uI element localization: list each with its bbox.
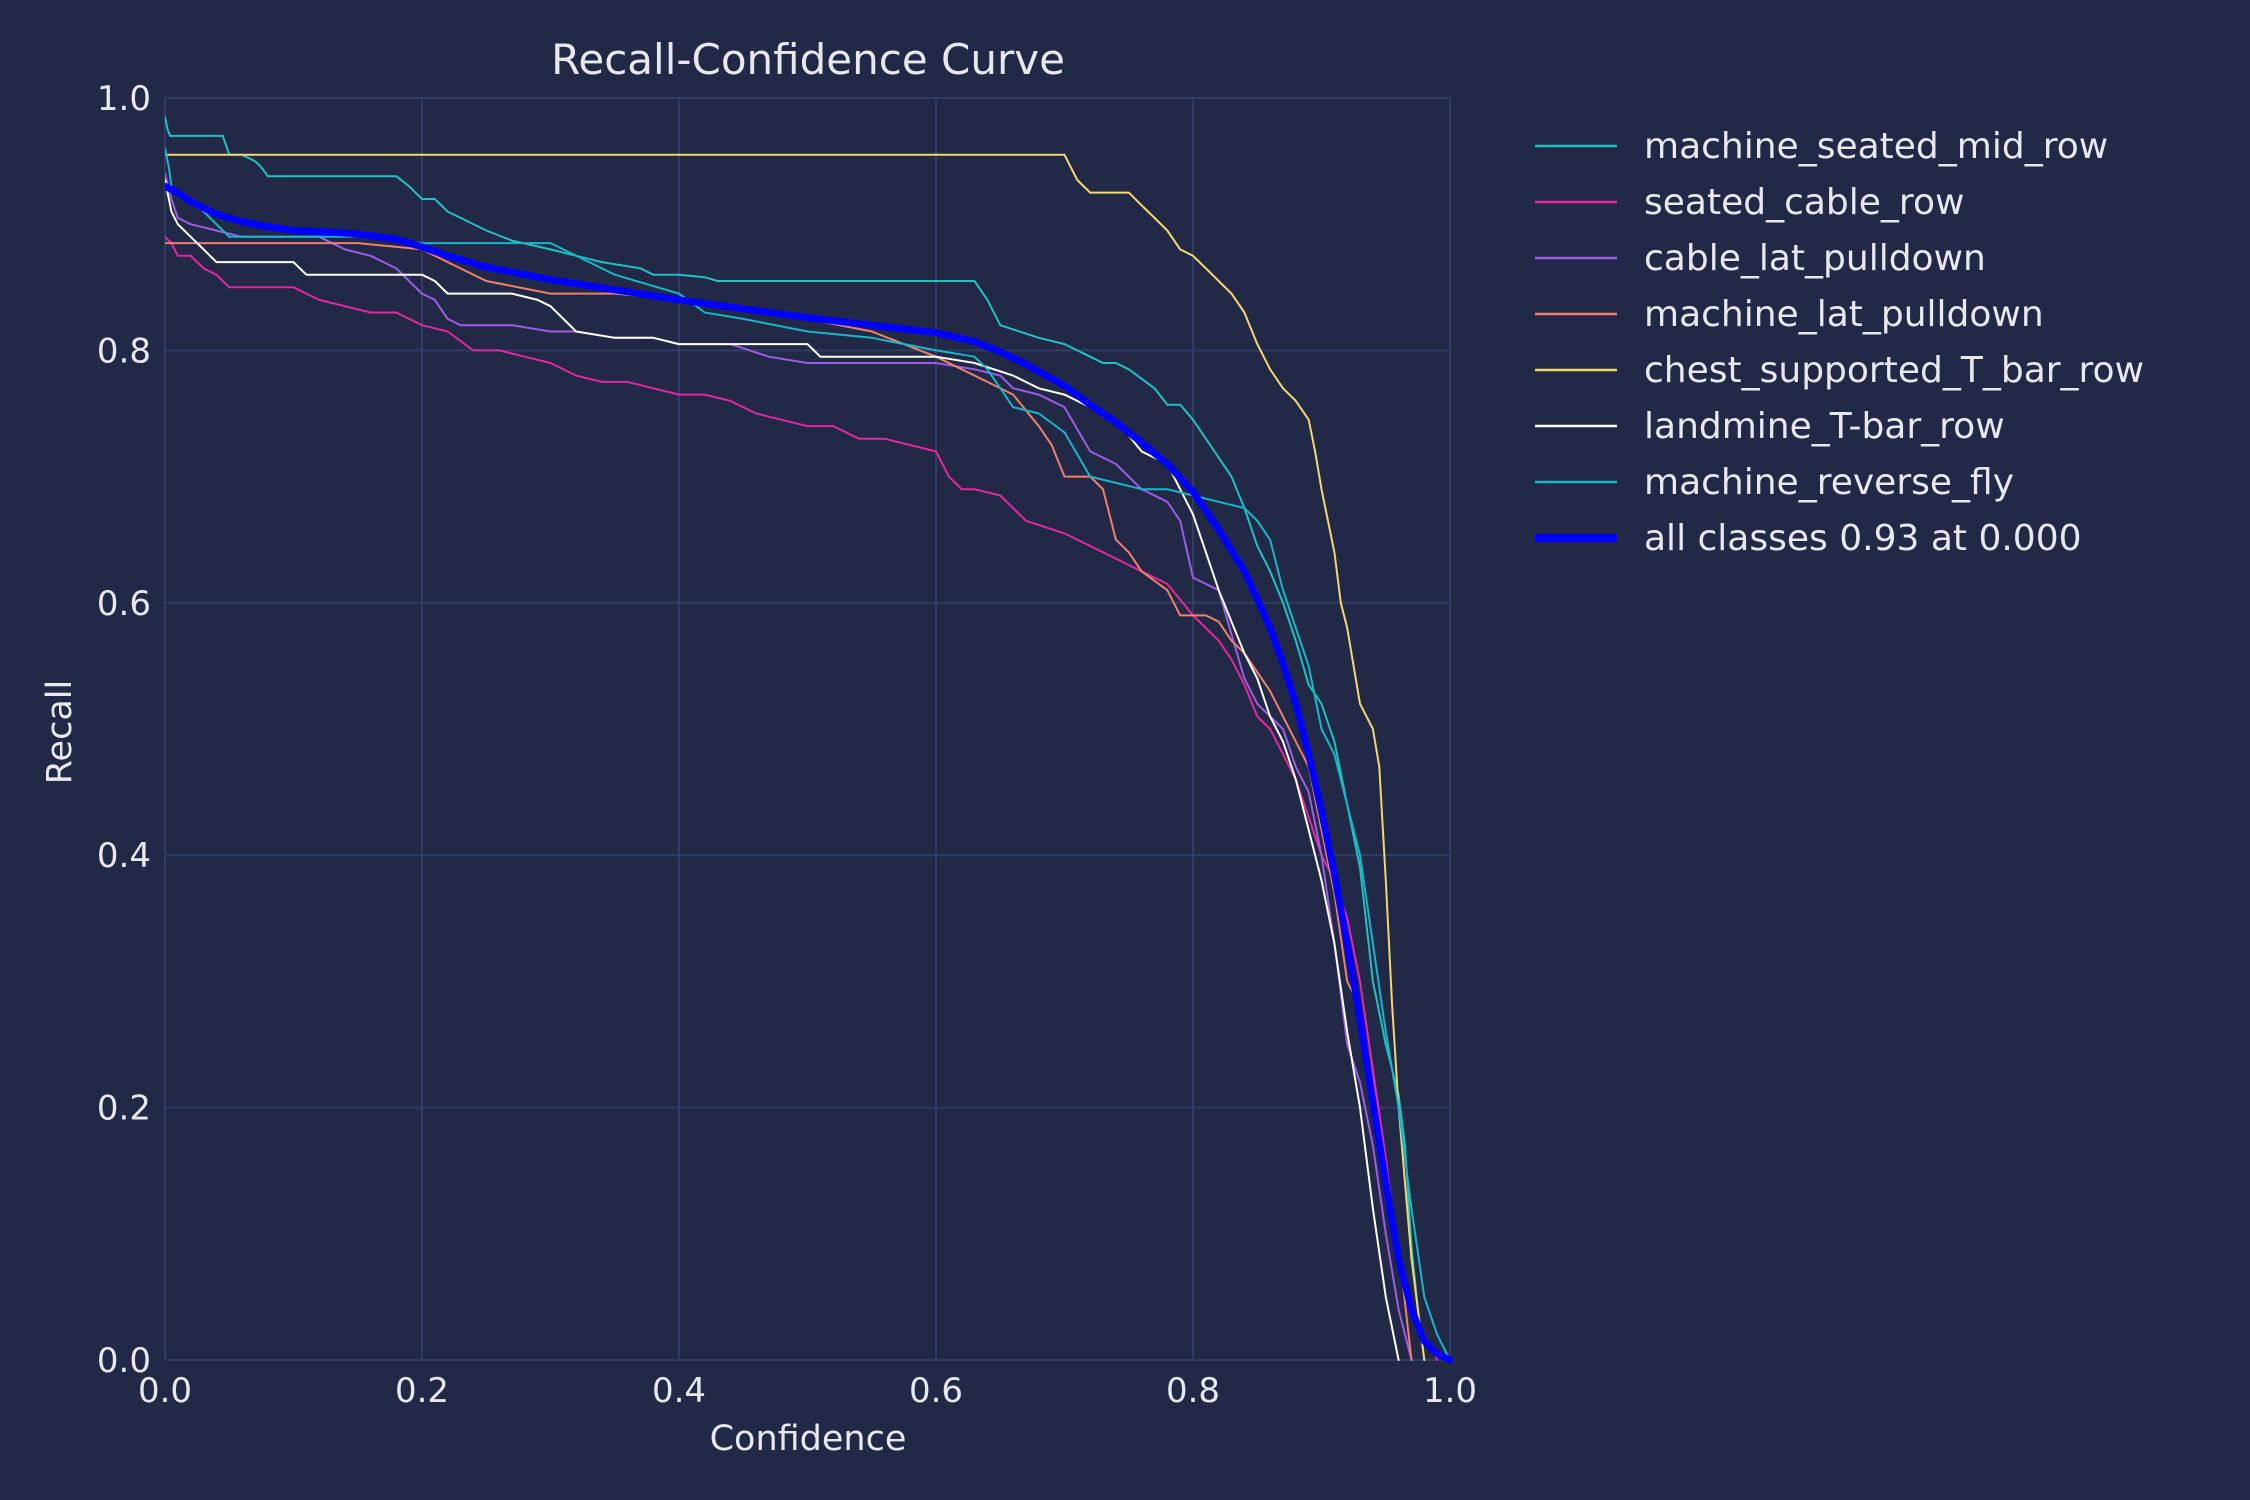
legend-label: machine_lat_pulldown [1644,294,2044,335]
x-tick-label: 0.0 [138,1371,192,1411]
y-tick-label: 0.6 [97,584,151,624]
legend: machine_seated_mid_row seated_cable_rowca… [1535,126,2144,559]
x-axis-label: Confidence [710,1419,907,1459]
x-tick-label: 0.6 [909,1371,963,1411]
y-tick-label: 1.0 [97,79,151,119]
grid [164,97,1451,1361]
legend-label: all classes 0.93 at 0.000 [1644,518,2082,559]
legend-entry: cable_lat_pulldown [1535,238,1986,279]
series-line-machine-seated-mid-row [165,115,1426,1361]
series-line-machine-reverse-fly [165,147,1451,1361]
plot-series [165,115,1454,1364]
legend-entry: machine_lat_pulldown [1535,294,2044,335]
series-line-seated-cable-row [165,235,1439,1361]
series-line-all-classes-0-93-at-0-000 [165,182,1454,1364]
legend-entry: landmine_T-bar_row [1535,406,2005,447]
y-axis-label: Recall [40,680,80,784]
legend-entry: machine_reverse_fly [1535,462,2014,503]
y-tick-label: 0.0 [97,1341,151,1381]
y-tick-label: 0.8 [97,331,151,371]
legend-label: machine_seated_mid_row [1644,126,2108,167]
axis-ticks: 0.0 0.2 0.4 0.6 0.8 1.0 0.0 0.2 0.4 0.6 0.8 1.0 [97,79,1477,1411]
legend-entry: all classes 0.93 at 0.000 [1535,518,2082,559]
legend-label: chest_supported_T_bar_row [1644,350,2144,391]
series-line-chest-supported-t-bar-row [165,153,1426,1361]
x-tick-label: 0.8 [1166,1371,1220,1411]
legend-entry: seated_cable_row [1535,182,1964,223]
legend-entry: machine_seated_mid_row [1535,126,2108,167]
series-line-landmine-t-bar-row [165,179,1400,1361]
legend-label: machine_reverse_fly [1644,462,2014,503]
legend-entry: chest_supported_T_bar_row [1535,350,2144,391]
y-tick-label: 0.2 [97,1089,151,1129]
chart-title: Recall-Confidence Curve [551,35,1065,84]
x-tick-label: 0.4 [652,1371,706,1411]
x-tick-label: 1.0 [1423,1371,1477,1411]
legend-label: landmine_T-bar_row [1644,406,2005,447]
legend-label: seated_cable_row [1644,182,1964,223]
series-line-machine-lat-pulldown [165,242,1413,1361]
legend-label: cable_lat_pulldown [1644,238,1986,279]
x-tick-label: 0.2 [395,1371,449,1411]
series-line-cable-lat-pulldown [165,172,1413,1361]
y-tick-label: 0.4 [97,836,151,876]
